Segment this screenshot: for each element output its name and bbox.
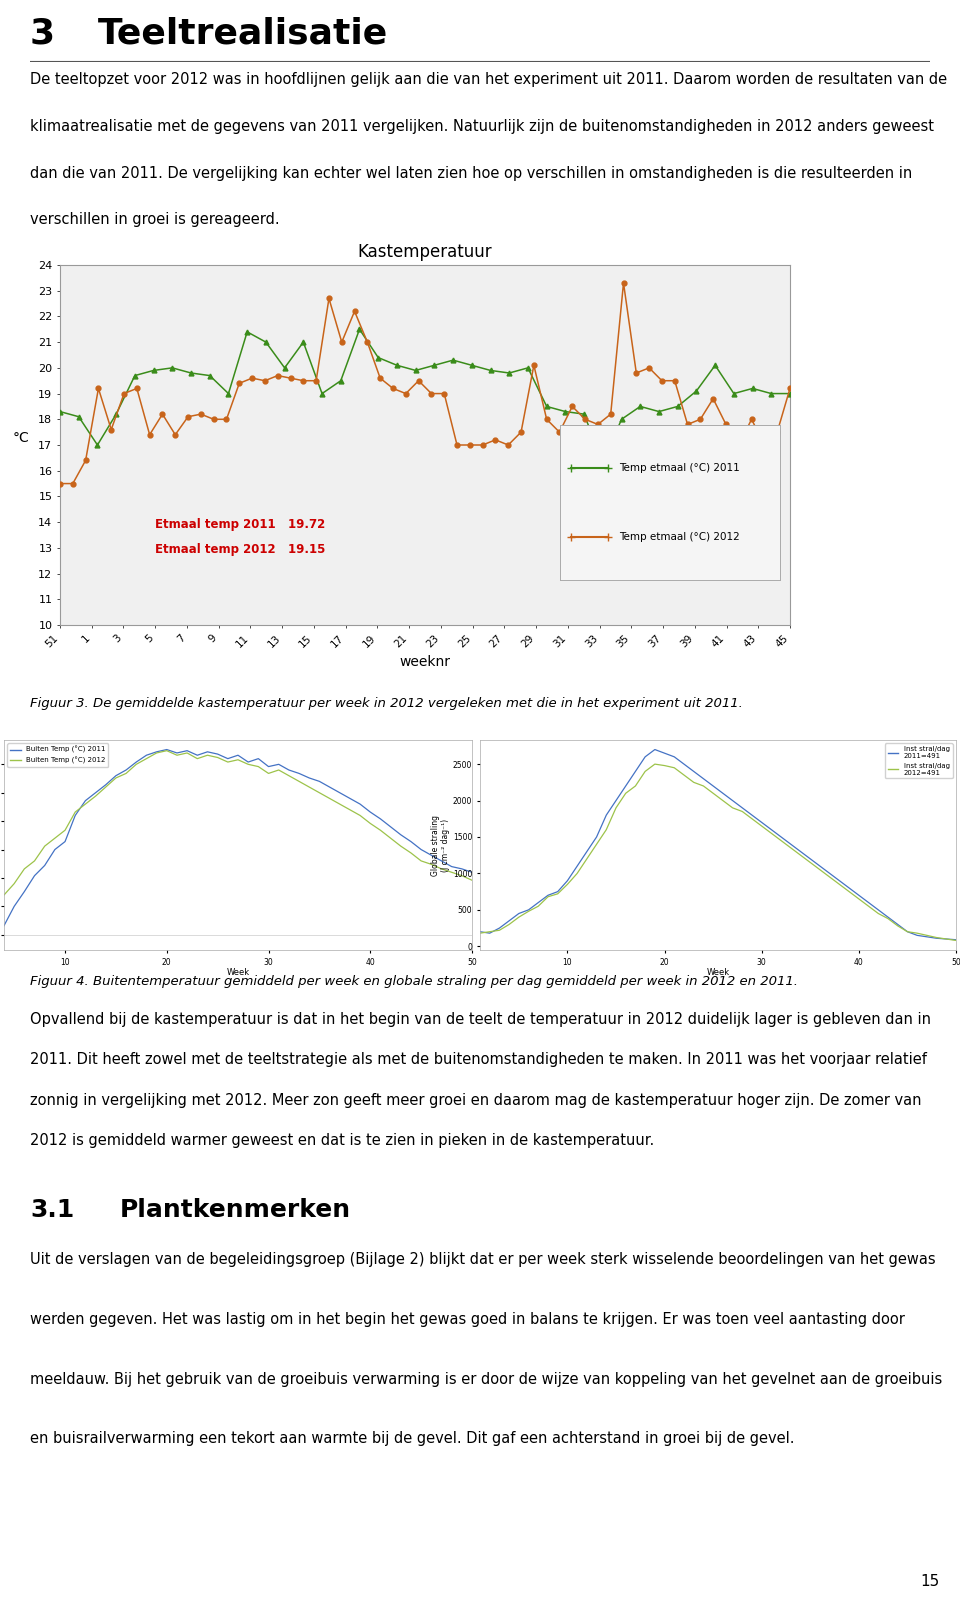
Text: Etmaal temp 2012   19.15: Etmaal temp 2012 19.15	[155, 543, 325, 556]
Text: Uit de verslagen van de begeleidingsgroep (Bijlage 2) blijkt dat er per week ste: Uit de verslagen van de begeleidingsgroe…	[30, 1252, 936, 1266]
Legend: Buiten Temp (°C) 2011, Buiten Temp (°C) 2012: Buiten Temp (°C) 2011, Buiten Temp (°C) …	[8, 743, 108, 767]
X-axis label: Week: Week	[707, 969, 730, 977]
Text: meeldauw. Bij het gebruik van de groeibuis verwarming is er door de wijze van ko: meeldauw. Bij het gebruik van de groeibu…	[30, 1372, 943, 1386]
Text: Teeltrealisatie: Teeltrealisatie	[98, 18, 388, 51]
Text: Plantkenmerken: Plantkenmerken	[120, 1198, 351, 1222]
Text: 3: 3	[30, 18, 55, 51]
Text: Temp etmaal (°C) 2011: Temp etmaal (°C) 2011	[619, 463, 740, 474]
Text: 2011. Dit heeft zowel met de teeltstrategie als met de buitenomstandigheden te m: 2011. Dit heeft zowel met de teeltstrate…	[30, 1052, 926, 1068]
Text: verschillen in groei is gereageerd.: verschillen in groei is gereageerd.	[30, 213, 279, 227]
Title: Kastemperatuur: Kastemperatuur	[358, 243, 492, 261]
Y-axis label: °C: °C	[13, 431, 30, 445]
X-axis label: weeknr: weeknr	[399, 655, 450, 669]
Text: Figuur 4. Buitentemperatuur gemiddeld per week en globale straling per dag gemid: Figuur 4. Buitentemperatuur gemiddeld pe…	[30, 975, 798, 988]
Y-axis label: Globale straling
(J cm⁻² dag⁻¹): Globale straling (J cm⁻² dag⁻¹)	[431, 815, 450, 876]
Text: 2012 is gemiddeld warmer geweest en dat is te zien in pieken in de kastemperatuu: 2012 is gemiddeld warmer geweest en dat …	[30, 1134, 655, 1148]
Text: Opvallend bij de kastemperatuur is dat in het begin van de teelt de temperatuur : Opvallend bij de kastemperatuur is dat i…	[30, 1012, 931, 1026]
Text: Figuur 3. De gemiddelde kastemperatuur per week in 2012 vergeleken met die in he: Figuur 3. De gemiddelde kastemperatuur p…	[30, 698, 743, 711]
Text: werden gegeven. Het was lastig om in het begin het gewas goed in balans te krijg: werden gegeven. Het was lastig om in het…	[30, 1311, 905, 1327]
Text: Etmaal temp 2011   19.72: Etmaal temp 2011 19.72	[155, 517, 325, 532]
Text: 3.1: 3.1	[30, 1198, 74, 1222]
Text: De teeltopzet voor 2012 was in hoofdlijnen gelijk aan die van het experiment uit: De teeltopzet voor 2012 was in hoofdlijn…	[30, 72, 948, 86]
Text: dan die van 2011. De vergelijking kan echter wel laten zien hoe op verschillen i: dan die van 2011. De vergelijking kan ec…	[30, 165, 912, 181]
Text: 15: 15	[921, 1574, 940, 1588]
Text: klimaatrealisatie met de gegevens van 2011 vergelijken. Natuurlijk zijn de buite: klimaatrealisatie met de gegevens van 20…	[30, 118, 934, 134]
Text: en buisrailverwarming een tekort aan warmte bij de gevel. Dit gaf een achterstan: en buisrailverwarming een tekort aan war…	[30, 1431, 795, 1446]
Text: Temp etmaal (°C) 2012: Temp etmaal (°C) 2012	[619, 532, 740, 541]
Text: zonnig in vergelijking met 2012. Meer zon geeft meer groei en daarom mag de kast: zonnig in vergelijking met 2012. Meer zo…	[30, 1092, 922, 1108]
X-axis label: Week: Week	[227, 969, 250, 977]
Legend: Inst stral/dag
2011=491, Inst stral/dag
2012=491: Inst stral/dag 2011=491, Inst stral/dag …	[885, 743, 952, 778]
